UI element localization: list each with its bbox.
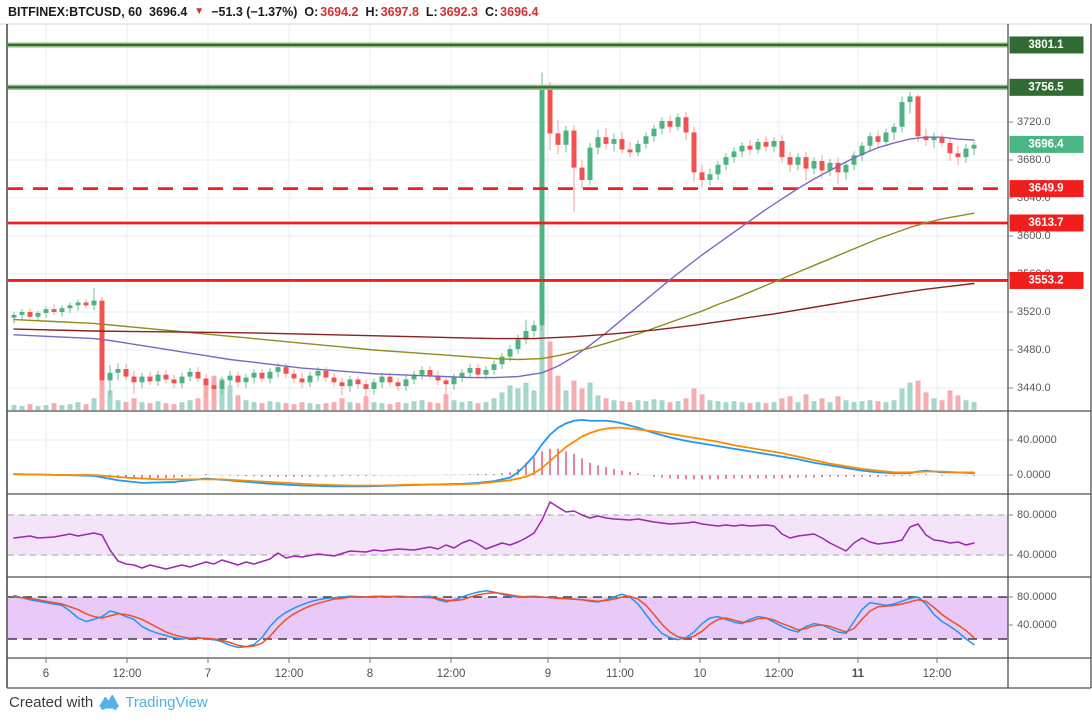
axis-label: 3440.0 [1017, 382, 1051, 394]
axis-label: 7 [205, 668, 211, 680]
rsi-panel[interactable] [13, 501, 975, 570]
price-level-badge [1009, 180, 1084, 198]
panel-borders [0, 23, 1092, 689]
axis-label: 3600.0 [1017, 230, 1051, 242]
price-level-badge [1009, 214, 1084, 232]
ohlc-close: C: 3696.4 [484, 5, 539, 19]
symbol-title: BITFINEX:BTCUSD, 60 [8, 5, 143, 19]
axis-label: 11:00 [606, 668, 634, 680]
axis-label: 40.0000 [1017, 619, 1057, 631]
price-level-badge [1009, 78, 1084, 96]
ohlc-low: L: 3692.3 [425, 5, 478, 19]
axis-label: 3680.0 [1017, 154, 1051, 166]
axis-label: 40.0000 [1017, 434, 1057, 446]
axis-label: 12:00 [275, 668, 304, 680]
axis-label: 12:00 [113, 668, 142, 680]
stoch-panel[interactable] [13, 589, 975, 649]
time-axis[interactable]: 6 12:00 7 12:00 8 12:00 9 11:00 10 12:00 11 12:00 [43, 658, 952, 680]
axis-label: 8 [367, 668, 373, 680]
chart-legend[interactable]: BITFINEX:BTCUSD, 60 3696.4 ▼ −51.3 (−1.3… [8, 0, 538, 24]
axis-label: 3553.2 [1028, 274, 1063, 286]
axis-label: 12:00 [765, 668, 794, 680]
axis-label: 3756.5 [1028, 81, 1064, 93]
attribution: Created with TradingView [9, 694, 208, 711]
tradingview-brand-text[interactable]: TradingView [125, 694, 208, 711]
candles-layer [11, 72, 977, 403]
axis-label: 3613.7 [1028, 217, 1063, 229]
volume-layer [11, 312, 977, 410]
price-level-badge [1009, 271, 1084, 289]
price-level-badge [1009, 135, 1084, 153]
axis-label: 11 [852, 668, 865, 680]
axis-label: 40.0000 [1017, 549, 1057, 561]
axis-label: 3649.9 [1028, 183, 1063, 195]
created-with-text: Created with [9, 694, 94, 711]
axis-label: 80.0000 [1017, 591, 1057, 603]
axis-label: 6 [43, 668, 49, 680]
ohlc-high: H: 3697.8 [365, 5, 419, 19]
tradingview-logo-icon [98, 694, 120, 711]
axis-label: 12:00 [437, 668, 466, 680]
axis-label: 3720.0 [1017, 116, 1051, 128]
axis-label: 0.0000 [1017, 469, 1051, 481]
price-badges: 3801.1 3756.5 3649.9 3613.7 3553.2 3696.4 [1009, 36, 1084, 289]
last-price: 3696.4 [149, 5, 188, 19]
indicator-bands [8, 514, 1008, 640]
axis-label: 10 [694, 668, 707, 680]
axis-label: 9 [545, 668, 551, 680]
axis-label: 3801.1 [1028, 39, 1064, 51]
axis-label: 12:00 [923, 668, 952, 680]
macd-panel[interactable] [13, 418, 975, 488]
down-triangle-icon: ▼ [194, 5, 205, 17]
axis-label: 3696.4 [1028, 138, 1064, 150]
ohlc-open: O: 3694.2 [304, 5, 359, 19]
price-level-badge [1009, 36, 1084, 54]
moving-averages [13, 136, 975, 379]
price-change: −51.3 (−1.37%) [211, 5, 298, 19]
axis-label: 3520.0 [1017, 306, 1051, 318]
axis-label: 80.0000 [1017, 509, 1057, 521]
level-lines [8, 42, 1008, 282]
axis-label: 3480.0 [1017, 344, 1051, 356]
